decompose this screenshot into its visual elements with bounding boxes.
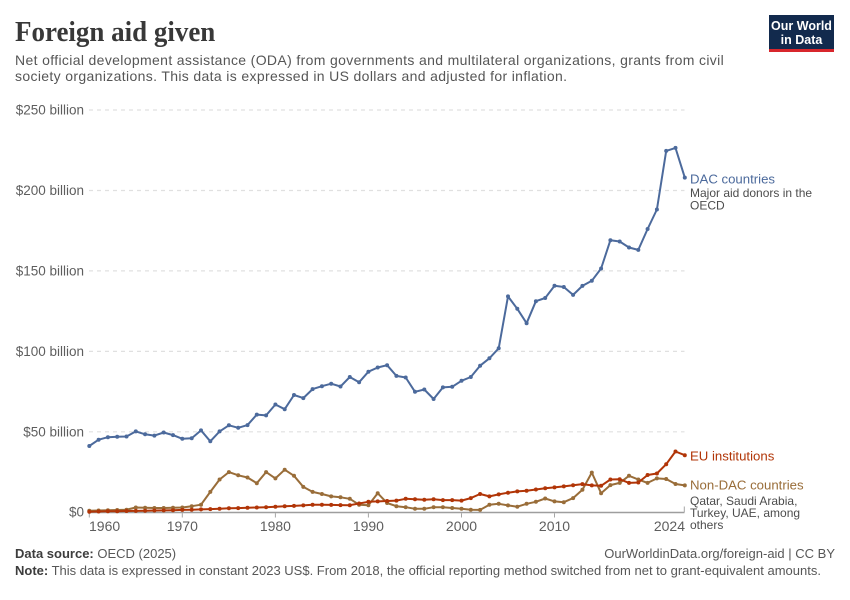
svg-text:$100 billion: $100 billion — [16, 344, 84, 359]
svg-text:$200 billion: $200 billion — [16, 183, 84, 198]
svg-text:2010: 2010 — [539, 518, 570, 534]
svg-text:2000: 2000 — [446, 518, 477, 534]
svg-text:1990: 1990 — [353, 518, 384, 534]
svg-text:Qatar, Saudi Arabia,: Qatar, Saudi Arabia, — [690, 494, 797, 508]
svg-text:2024: 2024 — [654, 518, 685, 534]
svg-text:1980: 1980 — [260, 518, 291, 534]
svg-text:others: others — [690, 518, 723, 532]
svg-text:Turkey, UAE, among: Turkey, UAE, among — [690, 506, 800, 520]
svg-text:Non-DAC countries: Non-DAC countries — [690, 478, 804, 493]
svg-text:DAC countries: DAC countries — [690, 172, 775, 187]
svg-text:$150 billion: $150 billion — [16, 263, 84, 278]
svg-text:$0: $0 — [69, 505, 84, 520]
svg-text:1960: 1960 — [89, 518, 120, 534]
svg-text:$50 billion: $50 billion — [23, 424, 84, 439]
svg-text:EU institutions: EU institutions — [690, 449, 775, 464]
svg-text:OECD: OECD — [690, 199, 725, 213]
svg-text:1970: 1970 — [167, 518, 198, 534]
svg-text:$250 billion: $250 billion — [16, 103, 84, 118]
svg-text:Major aid donors in the: Major aid donors in the — [690, 186, 812, 200]
